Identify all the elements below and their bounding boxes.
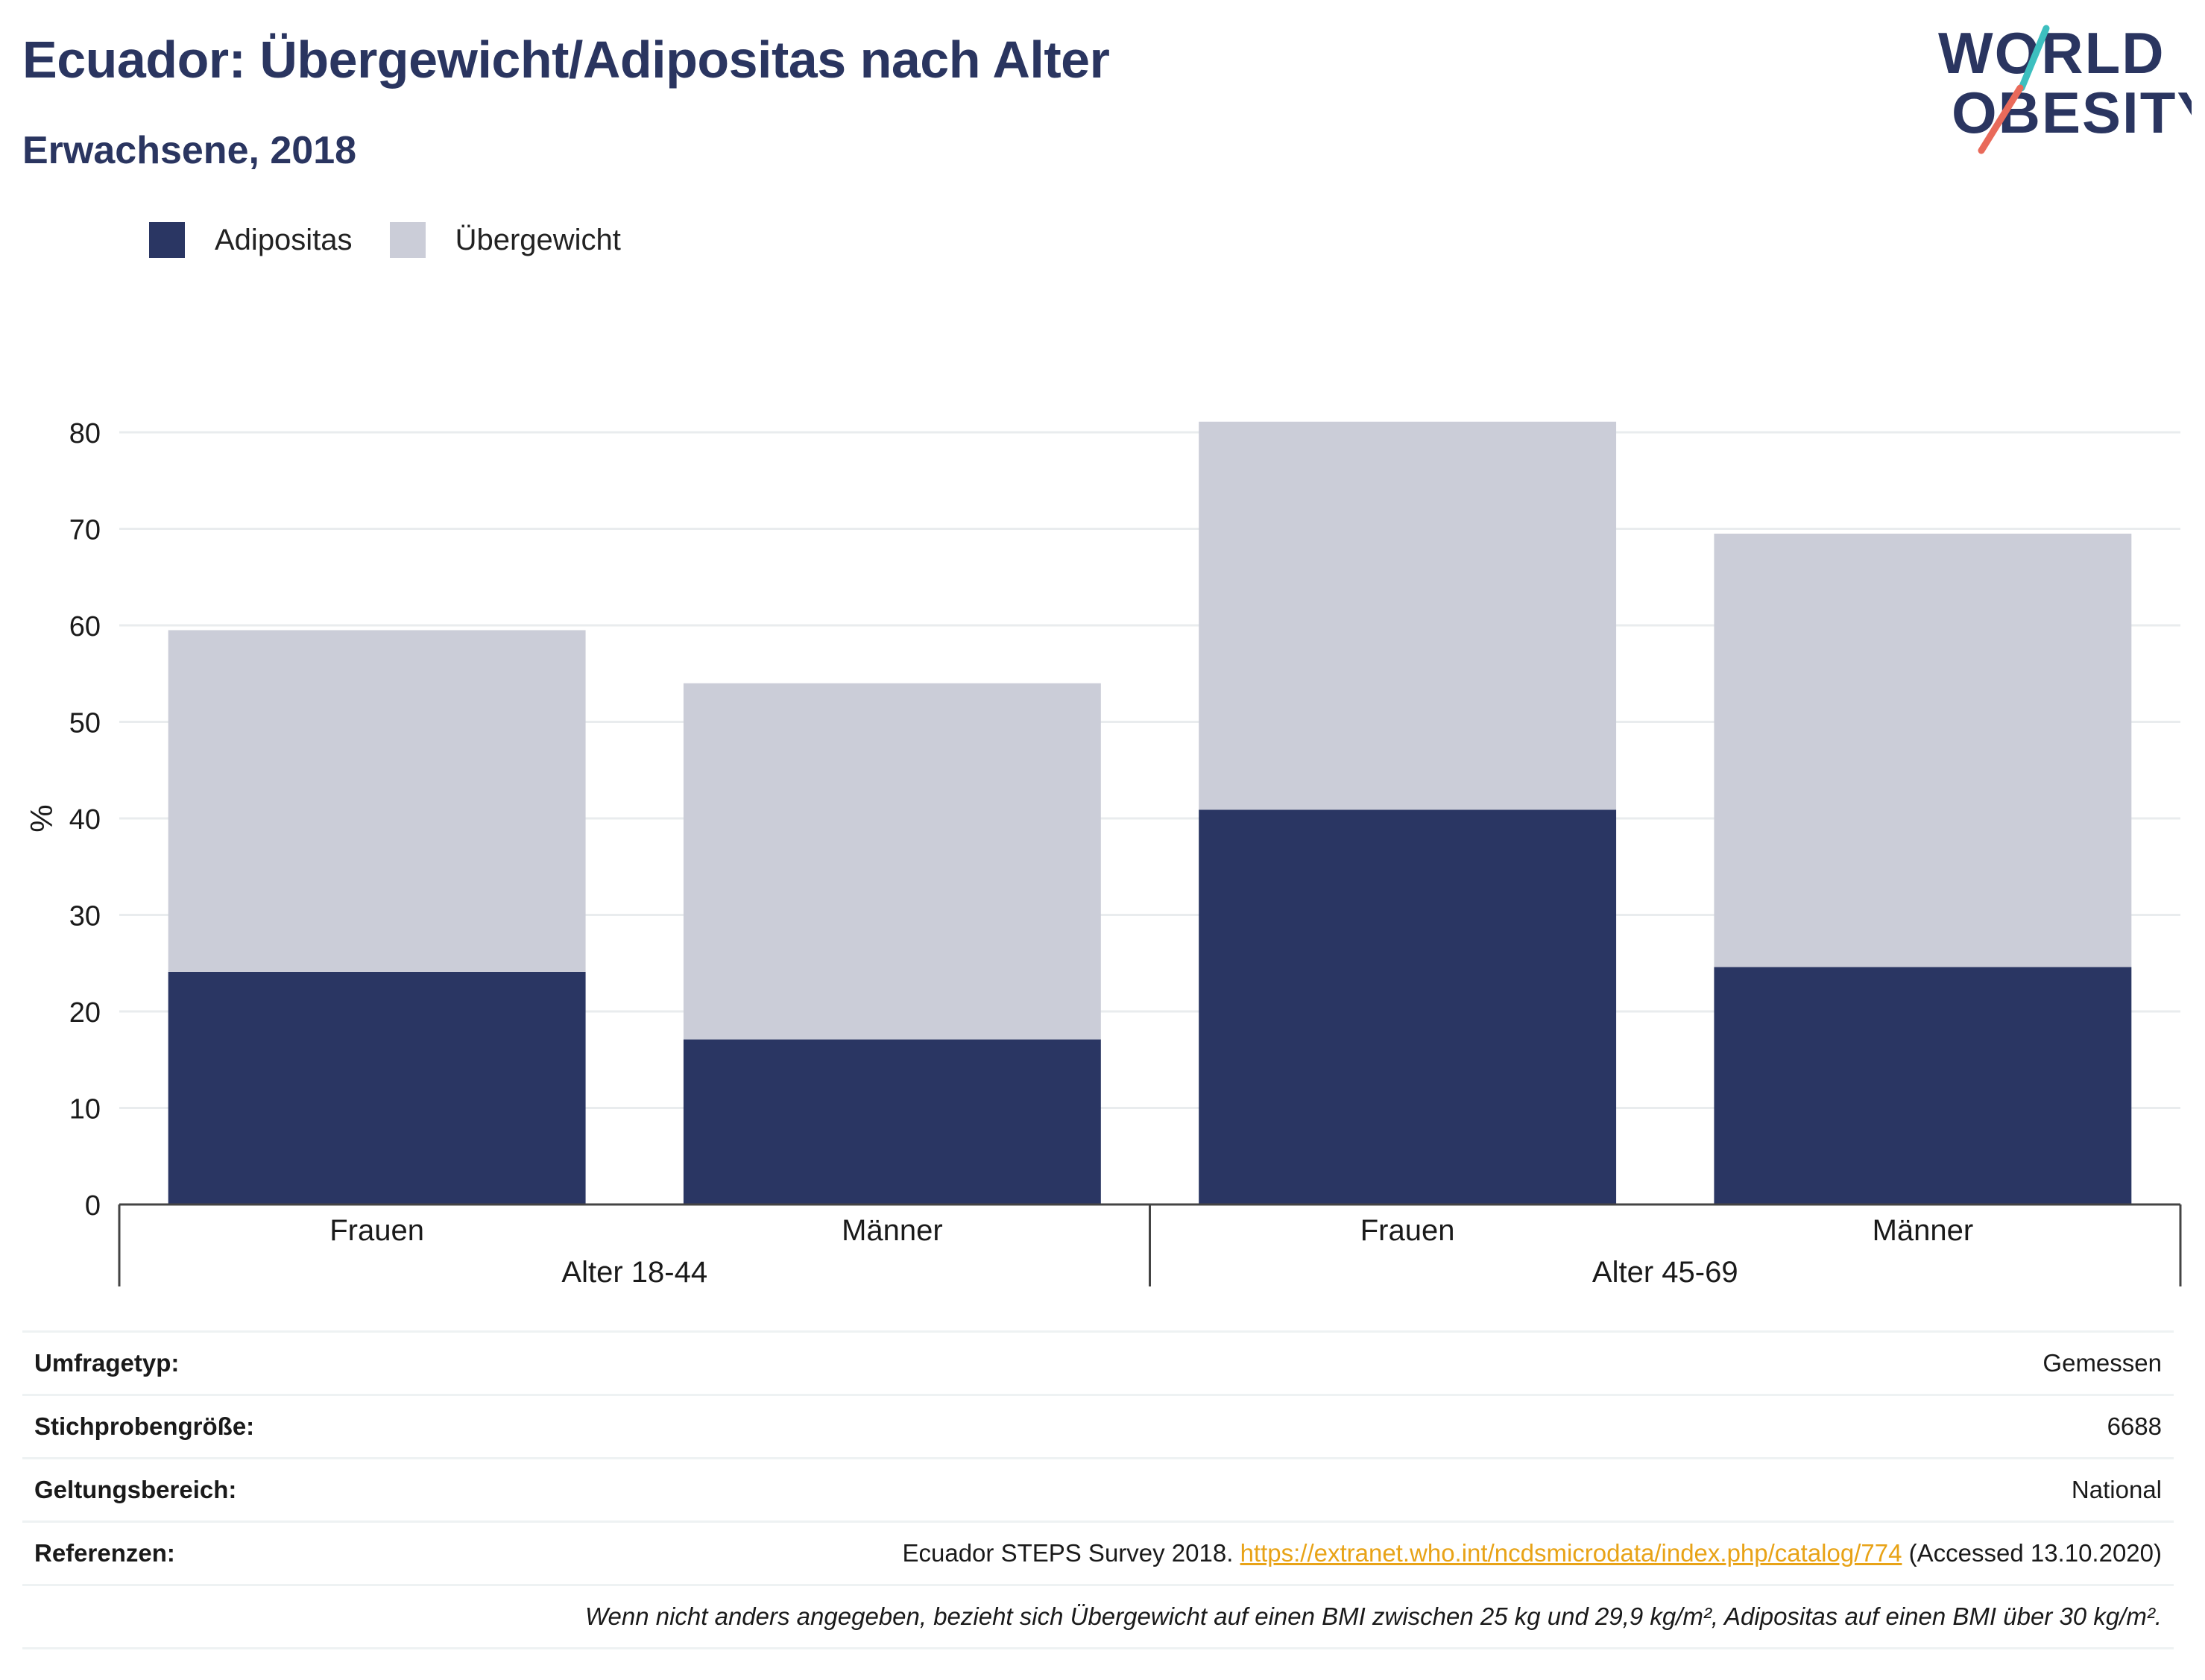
scope-label: Geltungsbereich: — [34, 1476, 237, 1503]
bar-uebergewicht — [683, 683, 1101, 1040]
x-group-label: Alter 45-69 — [1592, 1256, 1738, 1289]
x-group-label: Alter 18-44 — [561, 1256, 707, 1289]
logo-slash-top-icon — [2018, 25, 2050, 92]
legend-item-uebergewicht: Übergewicht — [389, 222, 621, 258]
bar-uebergewicht — [1714, 533, 2132, 967]
y-tick-label: 60 — [69, 611, 101, 642]
logo-line1: WORLD — [1938, 22, 2165, 86]
x-category-label: Frauen — [1360, 1214, 1455, 1247]
references-suffix: (Accessed 13.10.2020) — [1908, 1539, 2162, 1567]
chart-legend: Adipositas Übergewicht — [149, 222, 658, 258]
logo-slash-bottom-icon — [1978, 84, 2024, 154]
x-category-label: Männer — [1873, 1214, 1974, 1247]
legend-item-adipositas: Adipositas — [149, 222, 353, 258]
bmi-note: Wenn nicht anders angegeben, bezieht sic… — [584, 1602, 2162, 1630]
info-table: Umfragetyp: Gemessen Stichprobengröße: 6… — [22, 1330, 2174, 1649]
survey-type-value: Gemessen — [2042, 1349, 2162, 1377]
y-tick-label: 10 — [69, 1094, 101, 1125]
scope-value: National — [2071, 1476, 2162, 1503]
y-tick-label: 20 — [69, 997, 101, 1029]
sample-size-label: Stichprobengröße: — [34, 1412, 255, 1440]
legend-swatch-adipositas — [149, 222, 185, 258]
bar-uebergewicht — [168, 630, 586, 972]
info-row-note: Wenn nicht anders angegeben, bezieht sic… — [22, 1584, 2174, 1649]
stacked-bar-chart: 0 10 20 30 40 50 60 70 80% Frauen Männer Frauen Männ… — [24, 418, 2182, 1289]
references-link[interactable]: https://extranet.who.int/ncdsmicrodata/i… — [1240, 1539, 1902, 1567]
y-tick-label: 40 — [69, 804, 101, 836]
info-row-references: Referenzen: Ecuador STEPS Survey 2018. h… — [22, 1520, 2174, 1584]
page-title: Ecuador: Übergewicht/Adipositas nach Alt… — [22, 31, 1110, 89]
y-tick-label: 0 — [85, 1190, 101, 1222]
legend-label-uebergewicht: Übergewicht — [455, 223, 621, 256]
info-row-survey-type: Umfragetyp: Gemessen — [22, 1330, 2174, 1394]
x-category-label: Frauen — [329, 1214, 424, 1247]
bar-adipositas — [683, 1039, 1101, 1204]
info-row-sample-size: Stichprobengröße: 6688 — [22, 1394, 2174, 1457]
bar-adipositas — [168, 971, 586, 1204]
bar-uebergewicht — [1199, 421, 1617, 810]
sample-size-value: 6688 — [2107, 1412, 2162, 1440]
survey-type-label: Umfragetyp: — [34, 1349, 180, 1377]
references-value: Ecuador STEPS Survey 2018. https://extra… — [902, 1539, 2162, 1567]
legend-swatch-uebergewicht — [389, 222, 426, 258]
bar-adipositas — [1199, 809, 1617, 1204]
y-tick-label: 80 — [69, 418, 101, 449]
y-axis-label: % — [24, 804, 59, 832]
legend-label-adipositas: Adipositas — [215, 223, 353, 256]
bar-adipositas — [1714, 967, 2132, 1204]
references-label: Referenzen: — [34, 1539, 175, 1567]
x-category-label: Männer — [842, 1214, 943, 1247]
page-subtitle: Erwachsene, 2018 — [22, 129, 357, 172]
y-tick-label: 30 — [69, 901, 101, 932]
y-tick-label: 50 — [69, 708, 101, 739]
y-tick-label: 70 — [69, 515, 101, 546]
info-row-scope: Geltungsbereich: National — [22, 1457, 2174, 1520]
world-obesity-logo: WORLD OBESITY — [1938, 22, 2192, 154]
references-prefix: Ecuador STEPS Survey 2018. — [902, 1539, 1234, 1567]
